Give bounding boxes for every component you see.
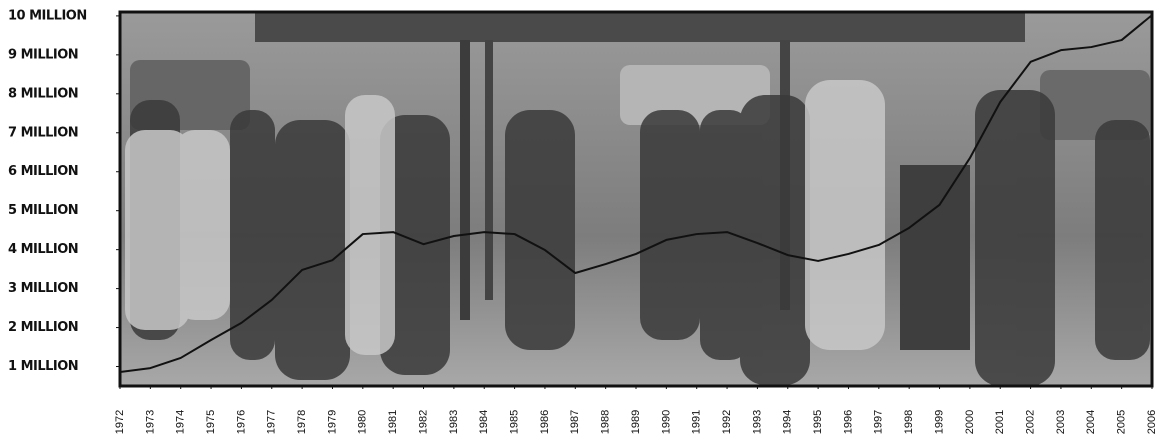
data-line — [119, 14, 1153, 373]
x-tick-label: 1994 — [782, 410, 794, 434]
y-tick-label: 1 MILLION — [8, 359, 78, 374]
x-tick-label: 2004 — [1085, 410, 1097, 434]
x-tick-label: 1987 — [569, 410, 581, 434]
x-tick-label: 2001 — [994, 410, 1006, 434]
x-tick-label: 1984 — [478, 410, 490, 434]
y-tick-label: 8 MILLION — [8, 86, 78, 101]
x-tick-label: 1986 — [539, 410, 551, 434]
x-tick-label: 1990 — [660, 410, 672, 434]
x-tick-label: 1992 — [721, 410, 733, 434]
x-tick-label: 2006 — [1146, 410, 1158, 434]
y-tick-label: 4 MILLION — [8, 242, 78, 257]
x-tick-label: 2000 — [964, 410, 976, 434]
x-tick-label: 1991 — [691, 410, 703, 434]
y-tick-label: 3 MILLION — [8, 281, 78, 296]
x-tick-label: 1980 — [357, 410, 369, 434]
x-tick-label: 1995 — [812, 410, 824, 434]
x-tick-label: 1972 — [114, 410, 126, 434]
x-tick-label: 1981 — [387, 410, 399, 434]
x-tick-label: 1976 — [235, 410, 247, 434]
x-tick-label: 1978 — [296, 410, 308, 434]
y-tick-label: 6 MILLION — [8, 164, 78, 179]
y-tick-label: 9 MILLION — [8, 47, 78, 62]
y-tick-label: 10 MILLION — [8, 8, 87, 23]
x-tick-label: 1975 — [205, 410, 217, 434]
y-tick-label: 5 MILLION — [8, 203, 78, 218]
x-tick-label: 1974 — [175, 410, 187, 434]
y-tick-label: 2 MILLION — [8, 320, 78, 335]
x-tick-label: 1977 — [266, 410, 278, 434]
x-tick-label: 2005 — [1116, 410, 1128, 434]
x-tick-label: 1993 — [751, 410, 763, 434]
y-tick-label: 7 MILLION — [8, 125, 78, 140]
x-tick-label: 2002 — [1024, 410, 1036, 434]
x-tick-label: 1983 — [448, 410, 460, 434]
x-tick-label: 1985 — [508, 410, 520, 434]
x-tick-label: 1988 — [600, 410, 612, 434]
photo-background — [120, 12, 1152, 386]
plot-frame — [118, 10, 1154, 388]
x-tick-label: 2003 — [1055, 410, 1067, 434]
x-tick-label: 1998 — [903, 410, 915, 434]
x-tick-label: 1997 — [873, 410, 885, 434]
x-tick-label: 1979 — [326, 410, 338, 434]
x-tick-label: 1982 — [417, 410, 429, 434]
x-tick-label: 1999 — [933, 410, 945, 434]
x-tick-label: 1996 — [842, 410, 854, 434]
x-tick-label: 1973 — [144, 410, 156, 434]
x-tick-label: 1989 — [630, 410, 642, 434]
